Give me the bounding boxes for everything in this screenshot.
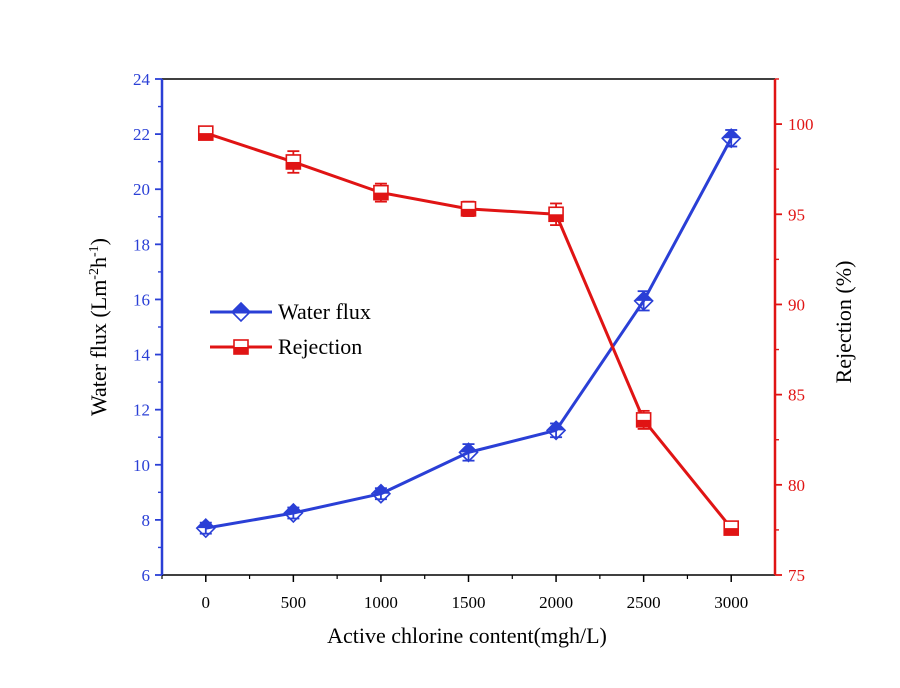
x-tick-label: 500 (281, 593, 307, 612)
y-left-tick-label: 22 (133, 125, 150, 144)
marker-fill (549, 214, 564, 222)
legend: Water flux Rejection (210, 299, 371, 359)
marker-fill (634, 291, 653, 301)
marker-fill (198, 133, 213, 141)
y-left-title-end: ) (86, 238, 111, 245)
x-tick-label: 3000 (714, 593, 748, 612)
data-point-rejection (285, 150, 302, 174)
y-left-tick-label: 6 (142, 566, 151, 585)
y-left-tick-label: 20 (133, 180, 150, 199)
marker-outline (721, 128, 742, 149)
marker-fill (371, 484, 390, 494)
legend-label-rejection: Rejection (278, 334, 362, 359)
y-left-axis-title: Water flux (Lm-2h-1) (86, 238, 111, 416)
data-point-rejection (197, 125, 214, 141)
x-tick-label: 2000 (539, 593, 573, 612)
y-right-tick-label: 100 (788, 115, 814, 134)
y-right-tick-label: 75 (788, 566, 805, 585)
y-left-tick-label: 14 (133, 346, 151, 365)
marker-fill (286, 161, 301, 169)
y-left-title-sup1: -2 (87, 268, 102, 280)
plot-area: 0 500 1000 1500 2000 2500 3000 6 8 10 12 14 16 18 20 22… (133, 70, 814, 612)
marker-outline (283, 502, 304, 524)
y-right-axis-title: Rejection (%) (831, 261, 856, 384)
data-point-rejection (460, 200, 477, 217)
y-right-tick-label: 90 (788, 295, 805, 314)
y-left-title-mid: h (86, 257, 111, 268)
y-right-tick-label: 85 (788, 386, 805, 405)
x-tick-label: 1000 (364, 593, 398, 612)
marker-fill (284, 504, 303, 513)
y-left-tick-label: 8 (142, 511, 151, 530)
data-point-rejection (723, 520, 740, 536)
series-line-rejection (205, 131, 733, 530)
legend-marker-rejection (233, 339, 249, 355)
legend-marker-water-flux (230, 301, 252, 323)
legend-label-water-flux: Water flux (278, 299, 371, 324)
y-right-tick-label: 80 (788, 476, 805, 495)
y-left-title-main: Water flux (Lm (86, 280, 111, 416)
marker-fill (724, 528, 739, 536)
marker-outline (545, 420, 567, 441)
marker-fill (636, 419, 651, 427)
data-point-water-flux (458, 442, 479, 463)
data-point-water-flux (545, 420, 567, 441)
x-axis-title: Active chlorine content(mgh/L) (327, 623, 607, 648)
data-point-water-flux (283, 502, 304, 524)
data-point-rejection (548, 202, 564, 226)
data-point-water-flux (195, 518, 216, 539)
marker-outline (633, 290, 654, 311)
y-left-title-sup2: -1 (87, 245, 102, 257)
data-point-rejection (635, 409, 652, 430)
marker-outline (370, 483, 392, 504)
marker-fill (461, 208, 476, 216)
x-tick-label: 0 (202, 593, 211, 612)
y-right-tick-label: 95 (788, 205, 805, 224)
data-point-rejection (373, 182, 389, 203)
marker-fill (373, 192, 388, 200)
x-tick-label: 2500 (627, 593, 661, 612)
y-left-tick-label: 16 (133, 290, 150, 309)
y-left-tick-label: 10 (133, 456, 150, 475)
x-tick-label: 1500 (452, 593, 486, 612)
data-point-water-flux (721, 128, 742, 149)
marker-outline (458, 442, 479, 463)
marker-fill (722, 129, 741, 139)
y-left-tick-label: 24 (133, 70, 151, 89)
marker-outline (195, 518, 216, 539)
data-point-water-flux (633, 290, 654, 312)
marker-fill (547, 421, 566, 431)
marker-fill (196, 519, 215, 529)
marker-fill (459, 443, 478, 453)
y-left-tick-label: 18 (133, 235, 150, 254)
data-point-water-flux (370, 483, 392, 504)
y-left-tick-label: 12 (133, 401, 150, 420)
